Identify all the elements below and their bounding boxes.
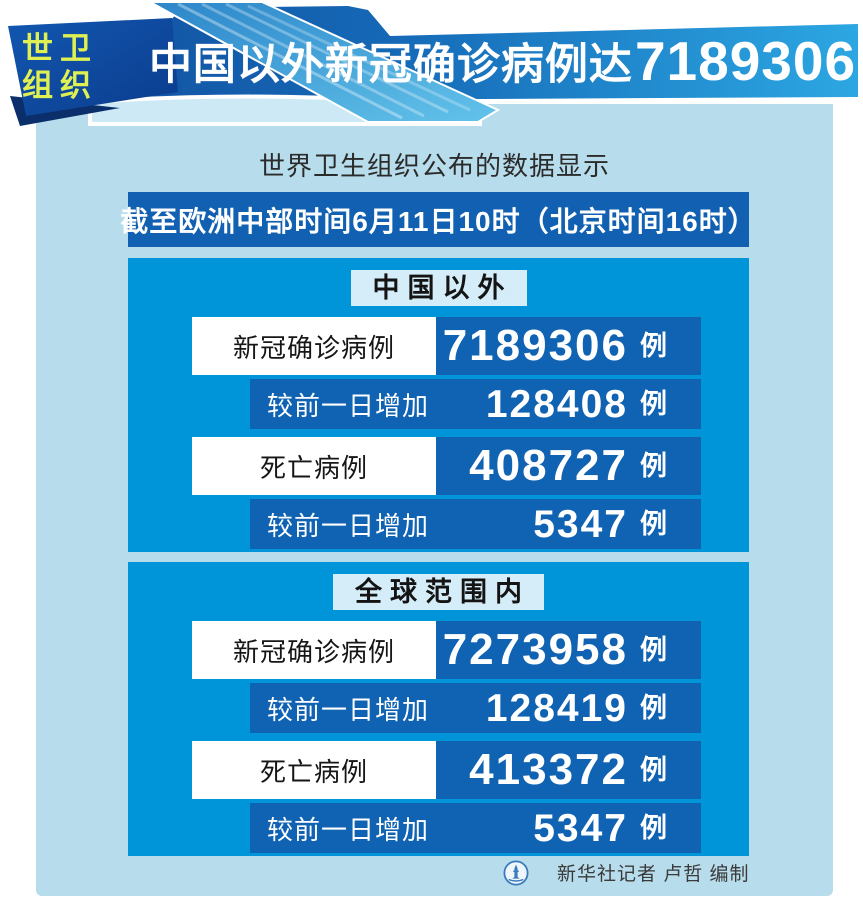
stat-value: 413372 bbox=[469, 745, 628, 794]
who-badge-label: 世卫 组织 bbox=[22, 30, 98, 104]
stat-unit: 例 bbox=[640, 330, 667, 361]
footer-credit: 新华社记者 卢哲 编制 bbox=[503, 859, 750, 886]
increase-row-confirmed: 较前一日增加 128419 例 bbox=[250, 683, 701, 733]
stat-unit: 例 bbox=[640, 754, 667, 785]
headline-number: 7189306 bbox=[634, 30, 857, 92]
stat-value-area: 413372 例 bbox=[436, 741, 701, 799]
increase-value: 5347 bbox=[533, 806, 628, 850]
section-label-global: 全球范围内 bbox=[333, 574, 544, 610]
increase-unit: 例 bbox=[640, 508, 667, 539]
stat-unit: 例 bbox=[640, 450, 667, 481]
stat-value: 408727 bbox=[469, 441, 628, 490]
increase-label: 较前一日增加 bbox=[266, 814, 429, 845]
subtitle-text: 世界卫生组织公布的数据显示 bbox=[258, 151, 610, 181]
increase-value: 128419 bbox=[485, 686, 628, 730]
increase-unit: 例 bbox=[640, 692, 667, 723]
stat-unit: 例 bbox=[640, 634, 667, 665]
stat-value: 7273958 bbox=[442, 625, 628, 674]
increase-value-area: 5347 例 bbox=[446, 803, 701, 853]
increase-label: 较前一日增加 bbox=[266, 510, 429, 541]
xinhua-logo-icon bbox=[503, 859, 529, 886]
stat-label: 新冠确诊病例 bbox=[192, 317, 436, 375]
increase-row-deaths: 较前一日增加 5347 例 bbox=[250, 803, 701, 853]
stat-row-deaths: 死亡病例 413372 例 bbox=[192, 741, 701, 799]
stat-label: 新冠确诊病例 bbox=[192, 621, 436, 679]
section-label-outside-china: 中国以外 bbox=[350, 270, 527, 306]
increase-unit: 例 bbox=[640, 388, 667, 419]
increase-value: 5347 bbox=[533, 502, 628, 546]
stat-row-deaths: 死亡病例 408727 例 bbox=[192, 437, 701, 495]
panel-outside-china: 中国以外 新冠确诊病例 7189306 例 较前一日增加 128408 例 死亡… bbox=[128, 258, 749, 552]
credit-text: 新华社记者 卢哲 编制 bbox=[557, 864, 750, 885]
increase-unit: 例 bbox=[640, 812, 667, 843]
stat-value-area: 408727 例 bbox=[436, 437, 701, 495]
ribbon-band bbox=[149, 1, 501, 123]
headline-title: 中国以外新冠确诊病例达 7189306 例 bbox=[149, 22, 863, 100]
stat-value: 7189306 bbox=[442, 321, 628, 370]
increase-label: 较前一日增加 bbox=[266, 694, 429, 725]
header-ribbon-art bbox=[8, 1, 858, 126]
increase-row-deaths: 较前一日增加 5347 例 bbox=[250, 499, 701, 549]
date-banner: 截至欧洲中部时间6月11日10时（北京时间16时） bbox=[120, 192, 756, 247]
stat-value-area: 7273958 例 bbox=[436, 621, 701, 679]
increase-value-area: 5347 例 bbox=[446, 499, 701, 549]
content-panel: 世界卫生组织公布的数据显示 截至欧洲中部时间6月11日10时（北京时间16时） … bbox=[36, 104, 833, 896]
stat-value-area: 7189306 例 bbox=[436, 317, 701, 375]
stat-row-confirmed: 新冠确诊病例 7189306 例 bbox=[192, 317, 701, 375]
who-badge-shape bbox=[8, 18, 178, 116]
increase-value-area: 128419 例 bbox=[446, 683, 701, 733]
headline-unit: 例 bbox=[858, 30, 863, 92]
increase-label: 较前一日增加 bbox=[266, 390, 429, 421]
headline-prefix: 中国以外新冠确诊病例达 bbox=[148, 41, 633, 89]
increase-value-area: 128408 例 bbox=[446, 379, 701, 429]
increase-value: 128408 bbox=[485, 382, 628, 426]
stat-label: 死亡病例 bbox=[192, 741, 436, 799]
stat-label: 死亡病例 bbox=[192, 437, 436, 495]
badge-line-2: 组织 bbox=[22, 68, 98, 103]
panel-global: 全球范围内 新冠确诊病例 7273958 例 较前一日增加 128419 例 死… bbox=[128, 562, 749, 856]
increase-row-confirmed: 较前一日增加 128408 例 bbox=[250, 379, 701, 429]
badge-line-1: 世卫 bbox=[22, 31, 98, 66]
stat-row-confirmed: 新冠确诊病例 7273958 例 bbox=[192, 621, 701, 679]
